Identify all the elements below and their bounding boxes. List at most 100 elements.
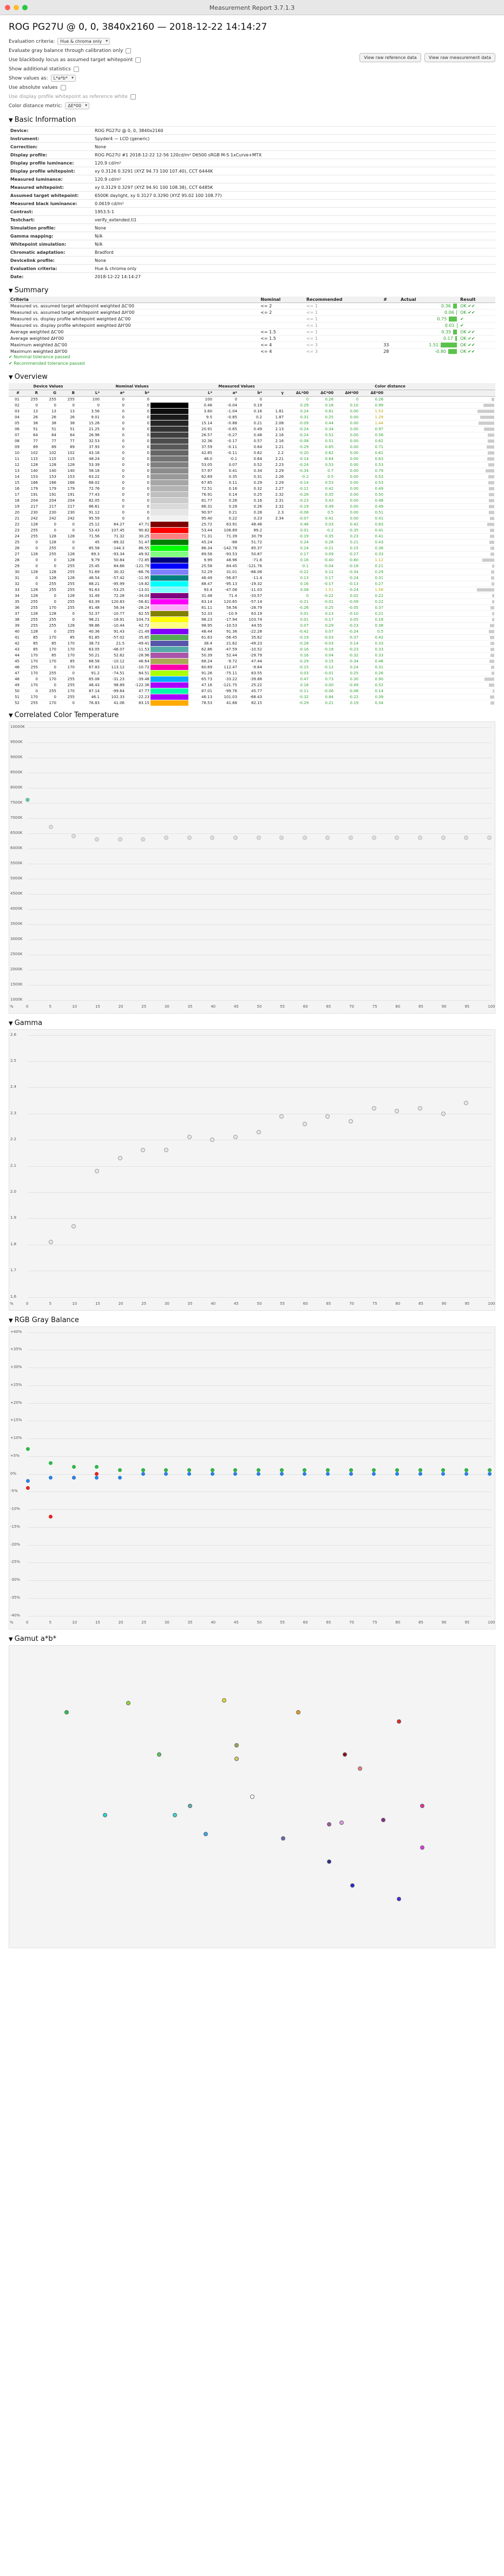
overview-cell: 0.32 bbox=[238, 485, 264, 491]
collapse-triangle-icon: ▼ bbox=[9, 287, 13, 294]
overview-cell: 41 bbox=[9, 634, 21, 640]
y-tick-label: 5500K bbox=[10, 860, 23, 865]
delta-bar-cell bbox=[384, 449, 495, 456]
overview-cell: 63.39 bbox=[76, 598, 101, 604]
overview-cell: 0 bbox=[126, 479, 150, 485]
graybal-heading[interactable]: ▼ RGB Gray Balance bbox=[9, 1316, 495, 1324]
overview-cell: 115 bbox=[21, 455, 39, 462]
overview-cell: 128 bbox=[39, 574, 57, 581]
summary-heading[interactable]: ▼ Summary bbox=[9, 286, 495, 294]
data-point bbox=[117, 1155, 122, 1160]
info-key: Date: bbox=[9, 272, 93, 281]
overview-cell: 85 bbox=[57, 634, 76, 640]
additional-stats-checkbox[interactable] bbox=[73, 66, 79, 72]
x-tick-label: 40 bbox=[211, 1301, 216, 1306]
overview-cell: 3.56 bbox=[76, 408, 101, 414]
overview-cell: -144.3 bbox=[101, 544, 126, 551]
overview-cell: 62.55 bbox=[126, 610, 150, 616]
x-tick-label: 95 bbox=[464, 1620, 470, 1625]
delta-bar-cell bbox=[384, 675, 495, 682]
basic-info-heading[interactable]: ▼ Basic Information bbox=[9, 116, 495, 124]
delta-bar-cell bbox=[384, 521, 495, 527]
metric-row: Color distance metric: ΔE*00 bbox=[9, 101, 495, 110]
y-tick-label: +5% bbox=[10, 1453, 19, 1458]
overview-cell: 50.21 bbox=[76, 652, 101, 658]
eval-criteria-select[interactable]: Hue & chroma only bbox=[57, 38, 110, 45]
grid-line bbox=[28, 1545, 492, 1546]
cct-heading[interactable]: ▼ Correlated Color Temperature bbox=[9, 711, 495, 719]
overview-cell: 0.62 bbox=[238, 449, 264, 456]
overview-cell: 12 bbox=[9, 461, 21, 468]
gamut-heading[interactable]: ▼ Gamut a*b* bbox=[9, 1635, 495, 1643]
data-point bbox=[256, 835, 261, 840]
overview-heading[interactable]: ▼ Overview bbox=[9, 373, 495, 381]
overview-cell: 255 bbox=[57, 675, 76, 682]
overview-cell: 179 bbox=[57, 485, 76, 491]
minimize-window-button[interactable] bbox=[14, 5, 19, 10]
gamma-heading[interactable]: ▼ Gamma bbox=[9, 1019, 495, 1027]
zoom-window-button[interactable] bbox=[22, 5, 28, 10]
overview-cell: 0.16 bbox=[285, 556, 310, 563]
delta-bar-cell bbox=[384, 610, 495, 616]
delta-bar bbox=[477, 409, 494, 413]
overview-cell: -46.07 bbox=[101, 646, 126, 652]
blackbody-checkbox[interactable] bbox=[135, 57, 141, 63]
overview-cell: -39.88 bbox=[238, 675, 264, 682]
overview-cell: 255 bbox=[57, 396, 76, 402]
overview-cell: 21.25 bbox=[76, 425, 101, 432]
close-window-button[interactable] bbox=[5, 5, 10, 10]
overview-cell: 65.73 bbox=[188, 675, 214, 682]
overview-cell: 45 bbox=[76, 538, 101, 545]
delta-bar bbox=[490, 641, 494, 645]
overview-cell: 255 bbox=[21, 604, 39, 610]
data-point bbox=[464, 1472, 468, 1476]
overview-cell: -49.41 bbox=[126, 640, 150, 646]
x-tick-label: 0 bbox=[26, 1301, 29, 1306]
overview-cell: -0.11 bbox=[285, 485, 310, 491]
x-tick-label: 65 bbox=[326, 1004, 331, 1009]
actual-bar bbox=[456, 310, 457, 315]
overview-cell: -0.34 bbox=[285, 467, 310, 474]
y-tick-label: 2000K bbox=[10, 967, 23, 971]
data-point bbox=[157, 1752, 162, 1757]
swatch-fill bbox=[150, 635, 189, 640]
view-reference-data-button[interactable]: View raw reference data bbox=[359, 53, 421, 62]
overview-cell bbox=[263, 693, 285, 700]
view-measurement-data-button[interactable]: View raw measurement data bbox=[424, 53, 495, 62]
absolute-values-checkbox[interactable] bbox=[60, 84, 66, 90]
overview-cell: 0.01 bbox=[285, 527, 310, 533]
overview-cell: 53.44 bbox=[188, 527, 214, 533]
overview-cell: 26 bbox=[21, 413, 39, 420]
overview-col-header: a* bbox=[101, 390, 126, 397]
data-point bbox=[48, 1239, 53, 1244]
overview-row: 24 255 128 128 71.56 71.32 30.25 71.31 71.39 30.7… bbox=[9, 533, 495, 539]
delta-bar-cell bbox=[384, 408, 495, 414]
gamut-graph bbox=[9, 1645, 495, 1948]
metric-select[interactable]: ΔE*00 bbox=[65, 102, 90, 109]
overview-cell: 0.58 bbox=[359, 431, 385, 438]
info-value: 2018-12-22 14:14:27 bbox=[93, 272, 495, 281]
display-wp-checkbox[interactable] bbox=[130, 94, 136, 100]
y-tick-label: +10% bbox=[10, 1436, 22, 1440]
overview-cell: 77.43 bbox=[76, 491, 101, 497]
overview-col-header: ΔL*00 bbox=[285, 390, 310, 397]
delta-bar bbox=[490, 552, 494, 556]
overview-cell: 87.14 bbox=[76, 687, 101, 694]
grid-line bbox=[28, 1598, 492, 1599]
overview-cell: 49 bbox=[9, 681, 21, 688]
x-tick-label: 15 bbox=[95, 1301, 100, 1306]
overview-cell: 0.34 bbox=[310, 425, 335, 432]
color-swatch bbox=[150, 640, 189, 646]
overview-cell: 0.62 bbox=[310, 449, 335, 456]
overview-cell: 230 bbox=[39, 509, 57, 515]
overview-cell: 22 bbox=[9, 521, 21, 527]
swatch-fill bbox=[150, 397, 189, 402]
show-values-select[interactable]: L*a*b* bbox=[50, 75, 76, 82]
overview-cell: 42 bbox=[9, 640, 21, 646]
overview-col-header: b* bbox=[238, 390, 264, 397]
overview-cell: 0 bbox=[39, 663, 57, 670]
delta-bar-cell bbox=[384, 568, 495, 575]
graybalance-checkbox[interactable] bbox=[126, 48, 132, 54]
overview-cell bbox=[263, 556, 285, 563]
overview-row: 27 128 255 128 89.3 -93.34 49.92 89.58 -93.53 50.… bbox=[9, 550, 495, 557]
